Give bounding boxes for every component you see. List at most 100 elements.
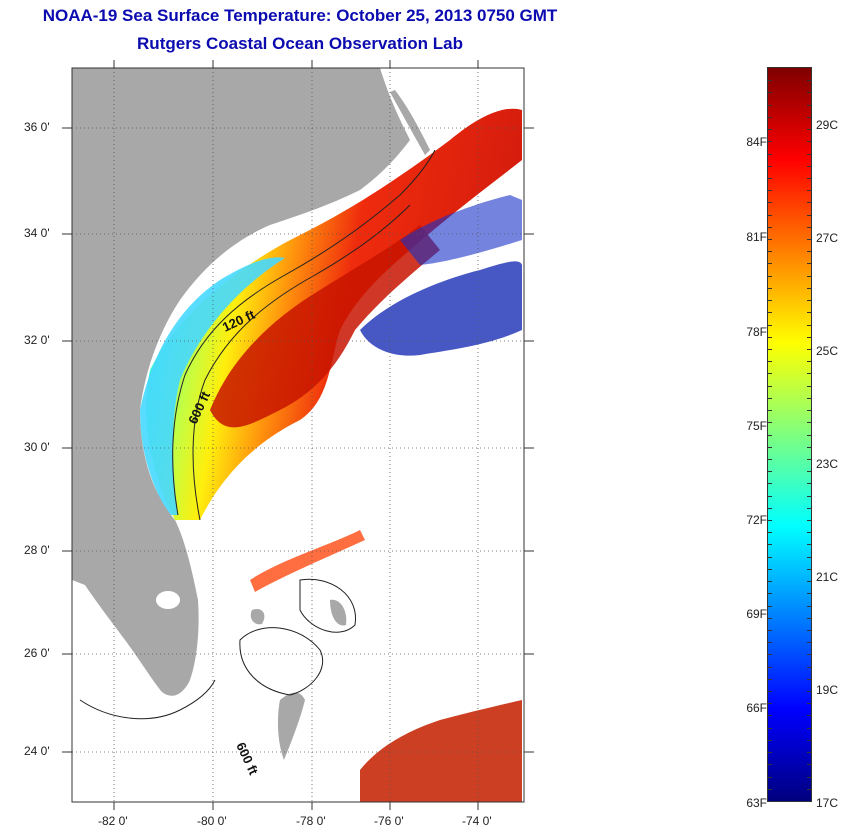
colorbar-tick xyxy=(807,458,811,460)
lat-label: 30 0' xyxy=(24,440,50,454)
colorbar-tick xyxy=(768,666,772,668)
colorbar-tick xyxy=(807,715,811,717)
colorbar-tick xyxy=(807,214,811,216)
colorbar-tick xyxy=(768,202,772,204)
colorbar-tick xyxy=(768,153,772,155)
colorbar-tick xyxy=(807,727,811,729)
colorbar-tick xyxy=(807,483,811,485)
contour-label: 600 ft xyxy=(233,740,261,778)
colorbar-tick xyxy=(768,92,772,94)
graticule xyxy=(72,68,524,802)
colorbar-tick xyxy=(807,752,811,754)
colorbar-tick xyxy=(768,165,772,167)
colorbar-tick xyxy=(768,312,772,314)
lon-label: -76 0' xyxy=(374,814,404,828)
colorbar-tick xyxy=(807,666,811,668)
colorbar-c-label: 17C xyxy=(816,796,839,810)
colorbar-tick xyxy=(768,691,772,693)
lat-label: 36 0' xyxy=(24,120,50,134)
contour-bahamas xyxy=(299,578,356,633)
colorbar-tick xyxy=(807,617,811,619)
contour-florida-keys xyxy=(79,679,216,720)
warm-core xyxy=(210,225,440,428)
colorbar-tick xyxy=(807,104,811,106)
colorbar-tick xyxy=(807,251,811,253)
colorbar-tick xyxy=(768,361,772,363)
colorbar-tick xyxy=(807,226,811,228)
colorbar-tick xyxy=(768,495,772,497)
colorbar-tick xyxy=(768,129,772,131)
colorbar-tick xyxy=(768,605,772,607)
lat-label: 28 0' xyxy=(24,543,50,557)
colorbar-tick xyxy=(768,385,772,387)
colorbar-tick xyxy=(768,263,772,265)
colorbar-tick xyxy=(768,458,772,460)
colorbar-tick xyxy=(768,397,772,399)
colorbar-tick xyxy=(807,507,811,509)
colorbar-tick xyxy=(768,373,772,375)
map-frame xyxy=(71,67,525,803)
colorbar-tick xyxy=(807,544,811,546)
colorbar-tick xyxy=(768,739,772,741)
colorbar-tick xyxy=(807,287,811,289)
bahamas-island xyxy=(250,608,265,625)
colorbar-tick xyxy=(768,752,772,754)
colorbar-tick xyxy=(768,434,772,436)
colorbar-c-label: 23C xyxy=(816,457,839,471)
colorbar-tick xyxy=(768,654,772,656)
colorbar-tick xyxy=(807,177,811,179)
contour-bahamas xyxy=(239,627,324,696)
colorbar-tick xyxy=(768,80,772,82)
colorbar-f-label: 66F xyxy=(746,701,767,715)
colorbar-tick xyxy=(768,764,772,766)
colorbar-tick xyxy=(807,654,811,656)
lat-label: 26 0' xyxy=(24,646,50,660)
colorbar-tick xyxy=(768,116,772,118)
colorbar-tick xyxy=(807,605,811,607)
colorbar-tick xyxy=(807,629,811,631)
colorbar-tick xyxy=(807,581,811,583)
colorbar-tick xyxy=(807,361,811,363)
contour-600ft xyxy=(192,204,411,521)
colorbar-tick xyxy=(768,336,772,338)
colorbar-tick xyxy=(768,593,772,595)
page-subtitle: Rutgers Coastal Ocean Observation Lab xyxy=(137,34,463,53)
axis-ticks xyxy=(62,60,534,810)
warm-patch-southeast xyxy=(360,700,522,802)
colorbar-tick xyxy=(807,80,811,82)
lat-label: 32 0' xyxy=(24,333,50,347)
colorbar-tick xyxy=(768,581,772,583)
colorbar-tick xyxy=(807,190,811,192)
colorbar-tick xyxy=(768,678,772,680)
colorbar-f-label: 81F xyxy=(746,230,767,244)
colorbar-tick xyxy=(768,239,772,241)
colorbar-tick xyxy=(807,495,811,497)
colorbar-tick xyxy=(807,397,811,399)
colorbar-tick xyxy=(768,287,772,289)
colorbar-tick xyxy=(807,776,811,778)
colorbar-tick xyxy=(768,190,772,192)
colorbar-tick xyxy=(768,324,772,326)
lake xyxy=(156,591,180,609)
colorbar-c-label: 29C xyxy=(816,118,839,132)
colorbar-c-label: 21C xyxy=(816,570,839,584)
colorbar-tick xyxy=(807,373,811,375)
colorbar-tick xyxy=(768,446,772,448)
colorbar-tick xyxy=(807,300,811,302)
bahamas-island xyxy=(330,599,347,626)
colorbar-tick xyxy=(768,104,772,106)
colorbar-tick xyxy=(807,739,811,741)
colorbar-tick xyxy=(807,642,811,644)
scattered-warm-strip xyxy=(250,530,365,592)
colorbar-tick xyxy=(768,544,772,546)
cold-patch xyxy=(400,195,522,265)
colorbar-tick xyxy=(768,788,772,790)
colorbar-c-label: 27C xyxy=(816,231,839,245)
colorbar-tick xyxy=(768,532,772,534)
colorbar-c-label: 25C xyxy=(816,344,839,358)
colorbar-tick xyxy=(807,141,811,143)
colorbar-tick xyxy=(807,593,811,595)
colorbar-tick xyxy=(807,348,811,350)
colorbar-tick xyxy=(807,263,811,265)
